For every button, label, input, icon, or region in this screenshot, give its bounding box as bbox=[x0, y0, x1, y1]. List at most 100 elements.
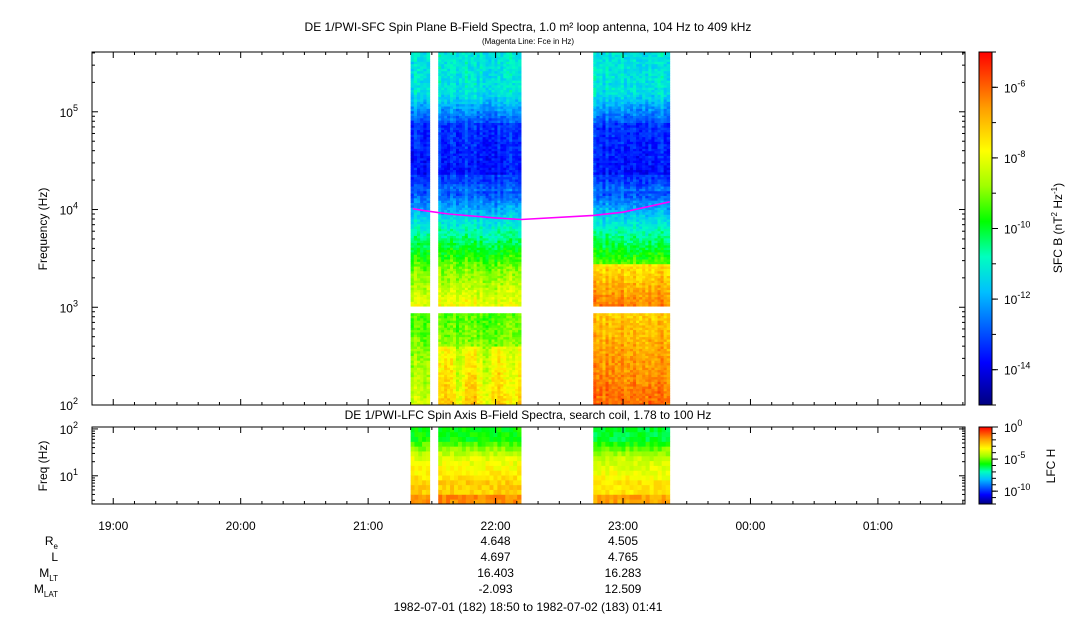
spectrogram-cell bbox=[410, 87, 415, 91]
spectrogram-cell bbox=[420, 294, 424, 298]
spectrogram-cell bbox=[494, 129, 498, 133]
spectrogram-cell bbox=[416, 92, 421, 95]
spectrogram-cell bbox=[476, 341, 481, 345]
spectrogram-cell bbox=[479, 303, 484, 307]
spectrogram-cell bbox=[506, 99, 510, 102]
spectrogram-cell bbox=[509, 87, 513, 91]
spectrogram-cell bbox=[423, 259, 427, 262]
spectrogram-cell bbox=[491, 153, 495, 156]
spectrogram-cell bbox=[416, 292, 421, 295]
spectrogram-cell bbox=[444, 183, 448, 187]
spectrogram-cell bbox=[458, 240, 463, 244]
spectrogram-cell bbox=[485, 99, 489, 102]
spectrogram-cell bbox=[509, 346, 513, 349]
spectrogram-cell bbox=[473, 63, 478, 67]
spectrogram-cell bbox=[416, 228, 421, 232]
spectrogram-cell bbox=[476, 252, 481, 255]
spectrogram-cell bbox=[438, 56, 442, 60]
spectrogram-cell bbox=[461, 381, 466, 385]
spectrogram-cell bbox=[461, 275, 466, 279]
spectrogram-cell bbox=[512, 127, 516, 131]
spectrogram-cell bbox=[515, 212, 519, 215]
spectrogram-cell bbox=[447, 242, 451, 246]
spectrogram-cell bbox=[410, 216, 415, 220]
spectrogram-cell bbox=[479, 101, 484, 105]
spectrogram-cell bbox=[479, 244, 484, 248]
spectrogram-cell bbox=[438, 395, 442, 399]
spectrogram-cell bbox=[464, 230, 469, 234]
spectrogram-cell bbox=[515, 186, 519, 189]
spectrogram-cell bbox=[416, 254, 421, 258]
spectrogram-cell bbox=[464, 270, 469, 274]
spectrogram-cell bbox=[423, 364, 427, 368]
spectrogram-cell bbox=[453, 249, 457, 253]
spectrogram-cell bbox=[500, 386, 504, 389]
spectrogram-cell bbox=[515, 92, 519, 95]
spectrogram-cell bbox=[509, 73, 513, 76]
spectrogram-cell bbox=[461, 143, 466, 147]
spectrogram-cell bbox=[494, 190, 498, 194]
spectrogram-cell bbox=[444, 233, 448, 236]
spectrogram-cell bbox=[491, 134, 495, 138]
spectrogram-cell bbox=[461, 266, 466, 269]
spectrogram-cell bbox=[476, 181, 481, 185]
spectrogram-cell bbox=[491, 219, 495, 222]
spectrogram-cell bbox=[479, 207, 484, 211]
spectrogram-cell bbox=[447, 350, 451, 354]
spectrogram-cell bbox=[476, 129, 481, 133]
spectrogram-cell bbox=[438, 244, 442, 248]
spectrogram-cell bbox=[438, 136, 442, 140]
spectrogram-cell bbox=[420, 376, 424, 380]
spectrogram-cell bbox=[410, 136, 415, 140]
spectrogram-cell bbox=[455, 124, 460, 128]
spectrogram-cell bbox=[458, 256, 463, 260]
spectrogram-cell bbox=[438, 289, 442, 293]
spectrogram-cell bbox=[485, 299, 489, 302]
spectrogram-cell bbox=[423, 132, 427, 135]
spectrogram-cell bbox=[485, 172, 489, 175]
spectrogram-cell bbox=[410, 256, 415, 260]
spectrogram-cell bbox=[515, 87, 519, 91]
spectrogram-cell bbox=[416, 233, 421, 236]
spectrogram-cell bbox=[494, 284, 498, 288]
spectrogram-cell bbox=[494, 139, 498, 142]
spectrogram-cell bbox=[512, 388, 516, 392]
spectrogram-cell bbox=[476, 87, 481, 91]
spectrogram-cell bbox=[467, 247, 472, 251]
spectrogram-cell bbox=[426, 136, 431, 140]
spectrogram-cell bbox=[426, 244, 431, 248]
spectrogram-cell bbox=[509, 284, 513, 288]
spectrogram-cell bbox=[444, 332, 448, 335]
spectrogram-cell bbox=[497, 143, 501, 147]
spectrogram-cell bbox=[503, 160, 507, 163]
spectrogram-cell bbox=[506, 228, 510, 232]
spectrogram-cell bbox=[410, 176, 415, 180]
spectrogram-cell bbox=[441, 174, 445, 178]
spectrogram-cell bbox=[473, 334, 478, 338]
spectrogram-cell bbox=[503, 101, 507, 105]
spectrogram-cell bbox=[455, 113, 460, 116]
spectrogram-cell bbox=[503, 339, 507, 342]
spectrogram-cell bbox=[467, 226, 472, 229]
spectrogram-cell bbox=[458, 355, 463, 359]
spectrogram-cell bbox=[503, 63, 507, 67]
spectrogram-cell bbox=[476, 386, 481, 389]
spectrogram-cell bbox=[410, 148, 415, 152]
spectrogram-cell bbox=[420, 117, 424, 121]
spectrogram-cell bbox=[410, 376, 415, 380]
spectrogram-cell bbox=[476, 169, 481, 173]
spectrogram-cell bbox=[488, 92, 492, 95]
spectrogram-cell bbox=[450, 242, 454, 246]
spectrogram-cell bbox=[453, 343, 457, 347]
spectrogram-cell bbox=[438, 275, 442, 279]
spectrogram-cell bbox=[438, 59, 442, 62]
spectrogram-cell bbox=[515, 388, 519, 392]
spectrogram-cell bbox=[479, 70, 484, 74]
spectrogram-cell bbox=[488, 113, 492, 116]
spectrogram-cell bbox=[473, 96, 478, 100]
spectrogram-cell bbox=[416, 214, 421, 218]
spectrogram-cell bbox=[515, 348, 519, 352]
spectrogram-cell bbox=[461, 120, 466, 123]
spectrogram-cell bbox=[503, 143, 507, 147]
spectrogram-cell bbox=[494, 395, 498, 399]
